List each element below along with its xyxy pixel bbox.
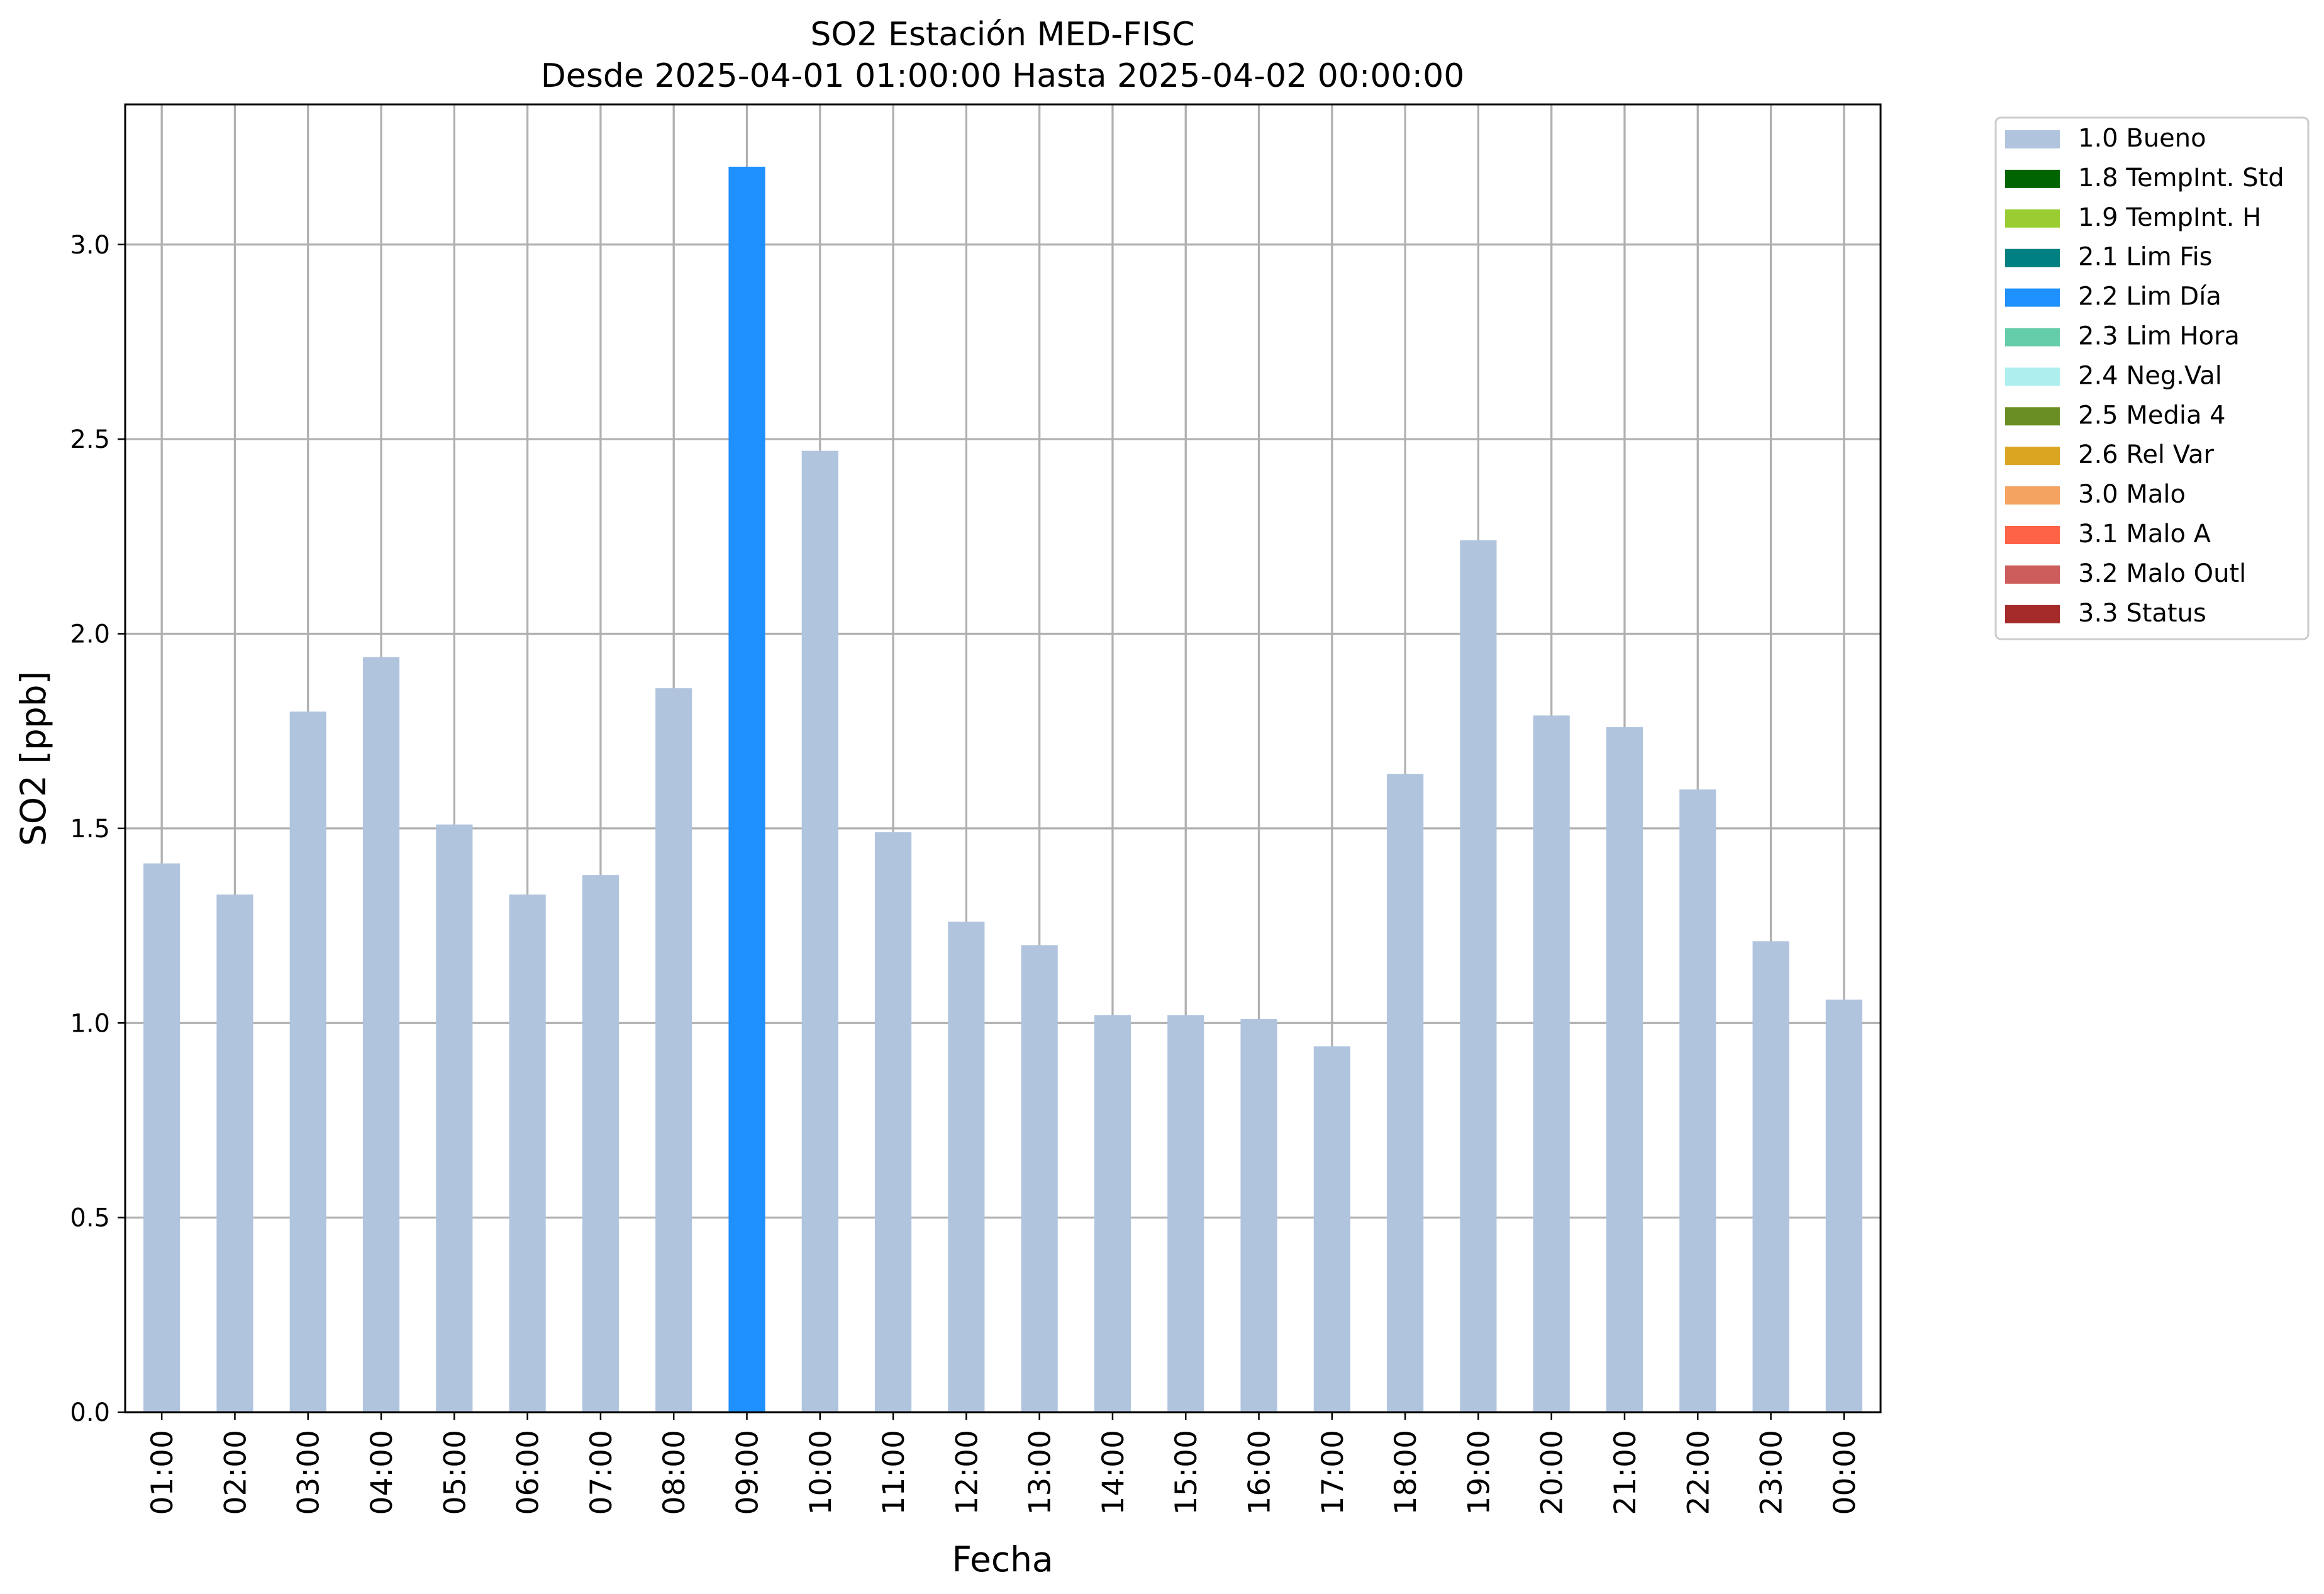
bar-10:00 [801, 450, 838, 1412]
x-tick-label: 05:00 [438, 1430, 472, 1515]
x-tick-label: 14:00 [1096, 1430, 1131, 1515]
legend-label: 2.5 Media 4 [2078, 401, 2226, 430]
bar-00:00 [1825, 1000, 1862, 1412]
legend-swatch [2005, 288, 2060, 307]
y-axis-label: SO2 [ppb] [13, 671, 53, 846]
bar-01:00 [143, 863, 181, 1412]
legend-swatch [2005, 209, 2060, 228]
legend-swatch [2005, 486, 2060, 505]
legend-label: 3.1 Malo A [2078, 520, 2211, 549]
legend-label: 1.9 TempInt. H [2078, 203, 2261, 232]
bar-17:00 [1313, 1046, 1350, 1412]
x-tick-label: 08:00 [657, 1430, 692, 1515]
bar-04:00 [362, 657, 400, 1412]
legend-swatch [2005, 605, 2060, 623]
legend-label: 2.2 Lim Día [2078, 282, 2221, 311]
legend-swatch [2005, 447, 2060, 465]
x-tick-label: 12:00 [950, 1430, 984, 1515]
legend-swatch [2005, 328, 2060, 347]
legend-label: 1.8 TempInt. Std [2078, 164, 2284, 192]
legend-label: 2.4 Neg.Val [2078, 361, 2222, 390]
legend-swatch [2005, 367, 2060, 386]
x-axis-ticks: 01:00 02:00 03:00 04:00 05:00 06:00 07:00 08:00… [145, 1412, 1862, 1515]
legend-label: 2.6 Rel Var [2078, 440, 2215, 469]
y-tick-label: 3.0 [70, 231, 110, 260]
plot-area-frame [124, 103, 1882, 1413]
legend-label: 3.2 Malo Outl [2078, 559, 2246, 588]
chart-subtitle: Desde 2025-04-01 01:00:00 Hasta 2025-04-… [541, 57, 1465, 95]
legend-swatch [2005, 565, 2060, 584]
y-tick-label: 0.0 [70, 1398, 110, 1427]
bar-05:00 [436, 824, 473, 1412]
x-tick-label: 09:00 [730, 1430, 765, 1515]
y-tick-label: 0.5 [70, 1204, 110, 1233]
x-tick-label: 20:00 [1535, 1430, 1570, 1515]
x-tick-label: 07:00 [584, 1430, 619, 1515]
legend-label: 2.1 Lim Fis [2078, 243, 2212, 272]
bar-02:00 [216, 895, 253, 1412]
x-tick-label: 18:00 [1389, 1430, 1423, 1515]
bar-23:00 [1752, 941, 1789, 1412]
x-tick-label: 21:00 [1608, 1430, 1643, 1515]
bar-15:00 [1167, 1015, 1204, 1412]
x-tick-label: 06:00 [511, 1430, 546, 1515]
legend-swatch [2005, 248, 2060, 267]
bar-07:00 [582, 875, 619, 1412]
bar-14:00 [1094, 1015, 1131, 1412]
legend-swatch [2005, 130, 2060, 148]
bar-19:00 [1460, 540, 1497, 1412]
bar-16:00 [1240, 1019, 1277, 1412]
x-tick-label: 13:00 [1023, 1430, 1058, 1515]
legend-swatch [2005, 169, 2060, 188]
bar-11:00 [874, 832, 912, 1412]
x-tick-label: 03:00 [292, 1430, 326, 1515]
y-tick-label: 1.5 [70, 815, 110, 844]
y-axis-ticks: 0.0 0.5 1.0 1.5 2.0 2.5 3.0 [70, 231, 125, 1427]
bars [143, 167, 1862, 1412]
x-tick-label: 10:00 [804, 1430, 838, 1515]
bar-08:00 [655, 688, 692, 1412]
x-tick-label: 15:00 [1169, 1430, 1204, 1515]
x-tick-label: 02:00 [218, 1430, 253, 1515]
legend: 1.0 Bueno 1.8 TempInt. Std 1.9 TempInt. H 2… [1994, 116, 2310, 640]
y-tick-label: 1.0 [70, 1009, 110, 1038]
x-tick-label: 23:00 [1755, 1430, 1789, 1515]
x-axis-label: Fecha [952, 1539, 1053, 1580]
x-tick-label: 01:00 [145, 1430, 180, 1515]
legend-swatch [2005, 407, 2060, 426]
x-tick-label: 04:00 [365, 1430, 399, 1515]
bar-06:00 [509, 895, 546, 1412]
x-tick-label: 19:00 [1462, 1430, 1496, 1515]
bar-12:00 [948, 922, 985, 1412]
bar-09:00 [728, 167, 765, 1412]
y-tick-label: 2.5 [70, 425, 110, 454]
legend-label: 3.3 Status [2078, 599, 2206, 628]
legend-label: 3.0 Malo [2078, 480, 2186, 509]
bar-20:00 [1533, 715, 1570, 1412]
y-tick-label: 2.0 [70, 620, 110, 649]
legend-items: 1.0 Bueno 1.8 TempInt. Std 1.9 TempInt. H 2… [2005, 124, 2284, 628]
x-tick-label: 17:00 [1316, 1430, 1350, 1515]
chart-title: SO2 Estación MED-FISC [810, 16, 1194, 53]
legend-frame [1994, 116, 2310, 640]
legend-label: 2.3 Lim Hora [2078, 322, 2240, 351]
x-tick-label: 22:00 [1681, 1430, 1716, 1515]
bar-03:00 [289, 711, 326, 1412]
legend-label: 1.0 Bueno [2078, 124, 2206, 153]
bar-21:00 [1606, 727, 1643, 1412]
bar-18:00 [1387, 774, 1424, 1412]
x-tick-label: 00:00 [1828, 1430, 1862, 1515]
bar-22:00 [1679, 789, 1716, 1412]
bar-13:00 [1021, 945, 1058, 1412]
legend-swatch [2005, 526, 2060, 544]
x-tick-label: 16:00 [1243, 1430, 1277, 1515]
x-tick-label: 11:00 [877, 1430, 911, 1515]
